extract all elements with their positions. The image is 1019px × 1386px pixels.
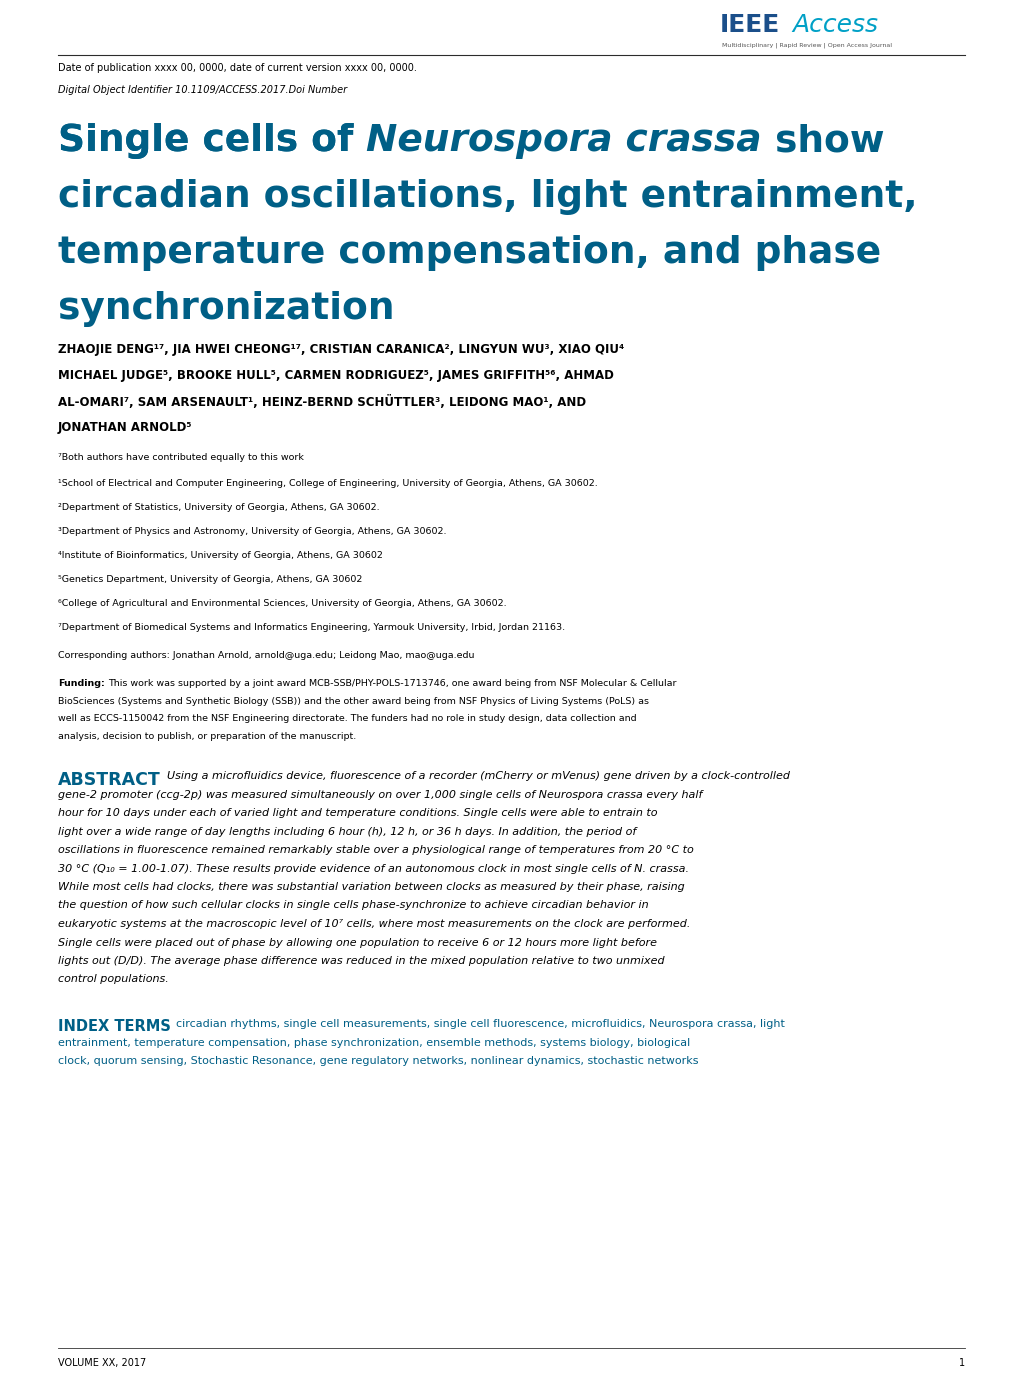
Text: ³Department of Physics and Astronomy, University of Georgia, Athens, GA 30602.: ³Department of Physics and Astronomy, Un… xyxy=(58,527,446,536)
Text: Digital Object Identifier 10.1109/ACCESS.2017.Doi Number: Digital Object Identifier 10.1109/ACCESS… xyxy=(58,85,346,96)
Text: ⁷Both authors have contributed equally to this work: ⁷Both authors have contributed equally t… xyxy=(58,453,304,462)
Text: Single cells of: Single cells of xyxy=(58,123,366,159)
Text: Funding:: Funding: xyxy=(58,679,105,687)
Text: ABSTRACT: ABSTRACT xyxy=(58,771,161,789)
Text: control populations.: control populations. xyxy=(58,974,168,984)
Text: light over a wide range of day lengths including 6 hour (h), 12 h, or 36 h days.: light over a wide range of day lengths i… xyxy=(58,826,636,837)
Text: While most cells had clocks, there was substantial variation between clocks as m: While most cells had clocks, there was s… xyxy=(58,881,684,893)
Text: Using a microfluidics device, fluorescence of a recorder (mCherry or mVenus) gen: Using a microfluidics device, fluorescen… xyxy=(166,771,789,780)
Text: clock, quorum sensing, Stochastic Resonance, gene regulatory networks, nonlinear: clock, quorum sensing, Stochastic Resona… xyxy=(58,1056,698,1066)
Text: INDEX TERMS: INDEX TERMS xyxy=(58,1019,171,1034)
Text: JONATHAN ARNOLD⁵: JONATHAN ARNOLD⁵ xyxy=(58,421,193,434)
Text: analysis, decision to publish, or preparation of the manuscript.: analysis, decision to publish, or prepar… xyxy=(58,732,356,740)
Text: This work was supported by a joint award MCB-SSB/PHY-POLS-1713746, one award bei: This work was supported by a joint award… xyxy=(108,679,676,687)
Text: ¹School of Electrical and Computer Engineering, College of Engineering, Universi: ¹School of Electrical and Computer Engin… xyxy=(58,480,597,488)
Text: lights out (D/D). The average phase difference was reduced in the mixed populati: lights out (D/D). The average phase diff… xyxy=(58,956,664,966)
Text: well as ECCS-1150042 from the NSF Engineering directorate. The funders had no ro: well as ECCS-1150042 from the NSF Engine… xyxy=(58,714,636,723)
Text: circadian rhythms, single cell measurements, single cell fluorescence, microflui: circadian rhythms, single cell measureme… xyxy=(176,1019,784,1028)
Text: eukaryotic systems at the macroscopic level of 10⁷ cells, where most measurement: eukaryotic systems at the macroscopic le… xyxy=(58,919,690,929)
Text: Date of publication xxxx 00, 0000, date of current version xxxx 00, 0000.: Date of publication xxxx 00, 0000, date … xyxy=(58,62,417,73)
Text: the question of how such cellular clocks in single cells phase-synchronize to ac: the question of how such cellular clocks… xyxy=(58,901,648,911)
Text: BioSciences (Systems and Synthetic Biology (SSB)) and the other award being from: BioSciences (Systems and Synthetic Biolo… xyxy=(58,697,648,705)
Text: gene-2 promoter (ccg-2p) was measured simultaneously on over 1,000 single cells : gene-2 promoter (ccg-2p) was measured si… xyxy=(58,790,702,800)
Text: MICHAEL JUDGE⁵, BROOKE HULL⁵, CARMEN RODRIGUEZ⁵, JAMES GRIFFITH⁵⁶, AHMAD: MICHAEL JUDGE⁵, BROOKE HULL⁵, CARMEN ROD… xyxy=(58,369,613,383)
Text: Neurospora crassa: Neurospora crassa xyxy=(366,123,761,159)
Text: ⁶College of Agricultural and Environmental Sciences, University of Georgia, Athe: ⁶College of Agricultural and Environment… xyxy=(58,599,506,608)
Text: oscillations in fluorescence remained remarkably stable over a physiological ran: oscillations in fluorescence remained re… xyxy=(58,845,693,855)
Text: ⁵Genetics Department, University of Georgia, Athens, GA 30602: ⁵Genetics Department, University of Geor… xyxy=(58,575,362,584)
Text: 1: 1 xyxy=(958,1358,964,1368)
Text: Access: Access xyxy=(791,12,877,37)
Text: Corresponding authors: Jonathan Arnold, arnold@uga.edu; Leidong Mao, mao@uga.edu: Corresponding authors: Jonathan Arnold, … xyxy=(58,651,474,660)
Text: 30 °C (Q₁₀ = 1.00-1.07). These results provide evidence of an autonomous clock i: 30 °C (Q₁₀ = 1.00-1.07). These results p… xyxy=(58,863,688,873)
Text: Single cells of: Single cells of xyxy=(58,123,366,159)
Text: entrainment, temperature compensation, phase synchronization, ensemble methods, : entrainment, temperature compensation, p… xyxy=(58,1038,690,1048)
Text: synchronization: synchronization xyxy=(58,291,394,327)
Text: temperature compensation, and phase: temperature compensation, and phase xyxy=(58,236,880,272)
Text: ²Department of Statistics, University of Georgia, Athens, GA 30602.: ²Department of Statistics, University of… xyxy=(58,503,379,511)
Text: VOLUME XX, 2017: VOLUME XX, 2017 xyxy=(58,1358,146,1368)
Text: Multidisciplinary | Rapid Review | Open Access Journal: Multidisciplinary | Rapid Review | Open … xyxy=(721,43,892,49)
Text: circadian oscillations, light entrainment,: circadian oscillations, light entrainmen… xyxy=(58,179,917,215)
Text: show: show xyxy=(761,123,883,159)
Text: Single cells were placed out of phase by allowing one population to receive 6 or: Single cells were placed out of phase by… xyxy=(58,937,656,948)
Text: IEEE: IEEE xyxy=(719,12,780,37)
Text: ZHAOJIE DENG¹⁷, JIA HWEI CHEONG¹⁷, CRISTIAN CARANICA², LINGYUN WU³, XIAO QIU⁴: ZHAOJIE DENG¹⁷, JIA HWEI CHEONG¹⁷, CRIST… xyxy=(58,342,624,356)
Text: ⁴Institute of Bioinformatics, University of Georgia, Athens, GA 30602: ⁴Institute of Bioinformatics, University… xyxy=(58,552,382,560)
Text: ⁷Department of Biomedical Systems and Informatics Engineering, Yarmouk Universit: ⁷Department of Biomedical Systems and In… xyxy=(58,622,565,632)
Text: AL-OMARI⁷, SAM ARSENAULT¹, HEINZ-BERND SCHÜTTLER³, LEIDONG MAO¹, AND: AL-OMARI⁷, SAM ARSENAULT¹, HEINZ-BERND S… xyxy=(58,395,586,409)
Text: hour for 10 days under each of varied light and temperature conditions. Single c: hour for 10 days under each of varied li… xyxy=(58,808,657,818)
